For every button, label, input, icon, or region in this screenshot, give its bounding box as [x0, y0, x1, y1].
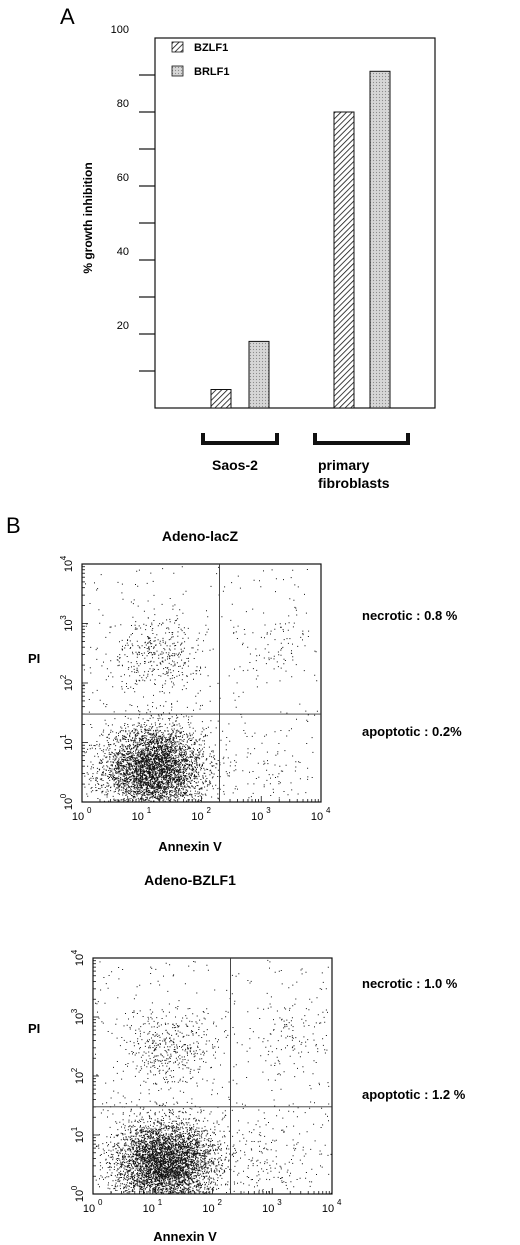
flow1-x-axis-label: Annexin V	[158, 839, 222, 854]
group-label: fibroblasts	[318, 475, 390, 491]
y-tick-exponent: 3	[70, 1008, 79, 1013]
y-tick-exponent: 4	[70, 949, 79, 954]
flow-plot-adeno-lacz: Adeno-lacZ PI Annexin V necrotic : 0.8 %…	[28, 528, 462, 854]
y-tick-exponent: 0	[59, 793, 68, 798]
x-tick-label: 10	[262, 1203, 274, 1215]
panel-b-letter: B	[6, 513, 21, 538]
panel-a-bar-chart: A % growth inhibition 20 40 60 80 100 BZLF1 …	[60, 4, 436, 491]
flow2-apoptotic-label: apoptotic : 1.2 %	[362, 1087, 466, 1102]
y-tick-label: 80	[117, 98, 129, 110]
bar-bzlf1-primary-fibroblasts	[333, 111, 355, 409]
bar-brlf1-primary-fibroblasts	[369, 70, 391, 409]
y-tick-label: 10	[74, 1013, 86, 1025]
bar-brlf1-saos2	[248, 340, 270, 409]
y-tick-label: 10	[74, 1190, 86, 1202]
x-tick-exponent: 2	[218, 1198, 223, 1207]
flow2-necrotic-label: necrotic : 1.0 %	[362, 976, 458, 991]
legend-swatch-bzlf1	[171, 41, 184, 53]
x-tick-exponent: 0	[87, 806, 92, 815]
panel-a-y-ticks: 20 40 60 80 100	[111, 24, 155, 372]
group-bracket	[313, 433, 410, 445]
y-tick-label: 10	[63, 619, 75, 631]
x-tick-label: 10	[72, 811, 84, 823]
flow1-necrotic-label: necrotic : 0.8 %	[362, 608, 458, 623]
x-tick-exponent: 4	[326, 806, 331, 815]
y-tick-label: 10	[74, 954, 86, 966]
y-tick-exponent: 4	[59, 555, 68, 560]
y-tick-label: 20	[117, 320, 129, 332]
panel-a-y-axis-label: % growth inhibition	[81, 162, 95, 273]
group-label: primary	[318, 457, 370, 473]
x-tick-label: 10	[191, 811, 203, 823]
y-tick-label: 10	[63, 738, 75, 750]
x-tick-label: 10	[322, 1203, 334, 1215]
panel-a-frame	[154, 37, 436, 409]
x-tick-exponent: 3	[266, 806, 271, 815]
y-tick-label: 10	[74, 1131, 86, 1143]
x-tick-exponent: 2	[207, 806, 212, 815]
y-tick-label: 10	[63, 798, 75, 810]
flow2-y-axis-label: PI	[28, 1021, 40, 1036]
panel-a-group-brackets: Saos-2 primary fibroblasts	[201, 433, 410, 491]
plot-frame	[81, 563, 322, 803]
y-tick-exponent: 1	[70, 1126, 79, 1131]
y-tick-exponent: 2	[70, 1067, 79, 1072]
x-tick-label: 10	[202, 1203, 214, 1215]
panel-a-letter: A	[60, 4, 75, 29]
x-tick-exponent: 4	[337, 1198, 342, 1207]
x-tick-exponent: 0	[98, 1198, 103, 1207]
x-tick-exponent: 1	[147, 806, 152, 815]
flow2-title: Adeno-BZLF1	[144, 872, 236, 888]
flow1-apoptotic-label: apoptotic : 0.2%	[362, 724, 462, 739]
flow1-y-axis-label: PI	[28, 651, 40, 666]
x-tick-label: 10	[83, 1203, 95, 1215]
legend-label-bzlf1: BZLF1	[194, 42, 228, 54]
y-tick-exponent: 3	[59, 615, 68, 620]
x-tick-label: 10	[251, 811, 263, 823]
group-label: Saos-2	[212, 457, 258, 473]
legend-label-brlf1: BRLF1	[194, 66, 229, 78]
y-tick-label: 40	[117, 246, 129, 258]
y-tick-label: 10	[74, 1072, 86, 1084]
y-tick-label: 100	[111, 24, 129, 36]
legend-swatch-brlf1	[171, 65, 184, 77]
x-tick-label: 10	[311, 811, 323, 823]
x-tick-exponent: 3	[277, 1198, 282, 1207]
flow1-title: Adeno-lacZ	[162, 528, 239, 544]
y-tick-exponent: 0	[70, 1185, 79, 1190]
flow-plot-adeno-bzlf1: Adeno-BZLF1 PI Annexin V necrotic : 1.0 …	[28, 872, 466, 1244]
y-tick-exponent: 1	[59, 734, 68, 739]
x-tick-exponent: 1	[158, 1198, 163, 1207]
bar-bzlf1-saos2	[210, 389, 232, 409]
panel-a-bars	[210, 70, 391, 409]
x-tick-label: 10	[132, 811, 144, 823]
y-tick-exponent: 2	[59, 674, 68, 679]
y-tick-label: 60	[117, 172, 129, 184]
panel-a-legend: BZLF1 BRLF1	[171, 41, 229, 78]
y-tick-label: 10	[63, 679, 75, 691]
x-tick-label: 10	[143, 1203, 155, 1215]
group-bracket	[201, 433, 279, 445]
y-tick-label: 10	[63, 560, 75, 572]
flow2-x-axis-label: Annexin V	[153, 1229, 217, 1244]
